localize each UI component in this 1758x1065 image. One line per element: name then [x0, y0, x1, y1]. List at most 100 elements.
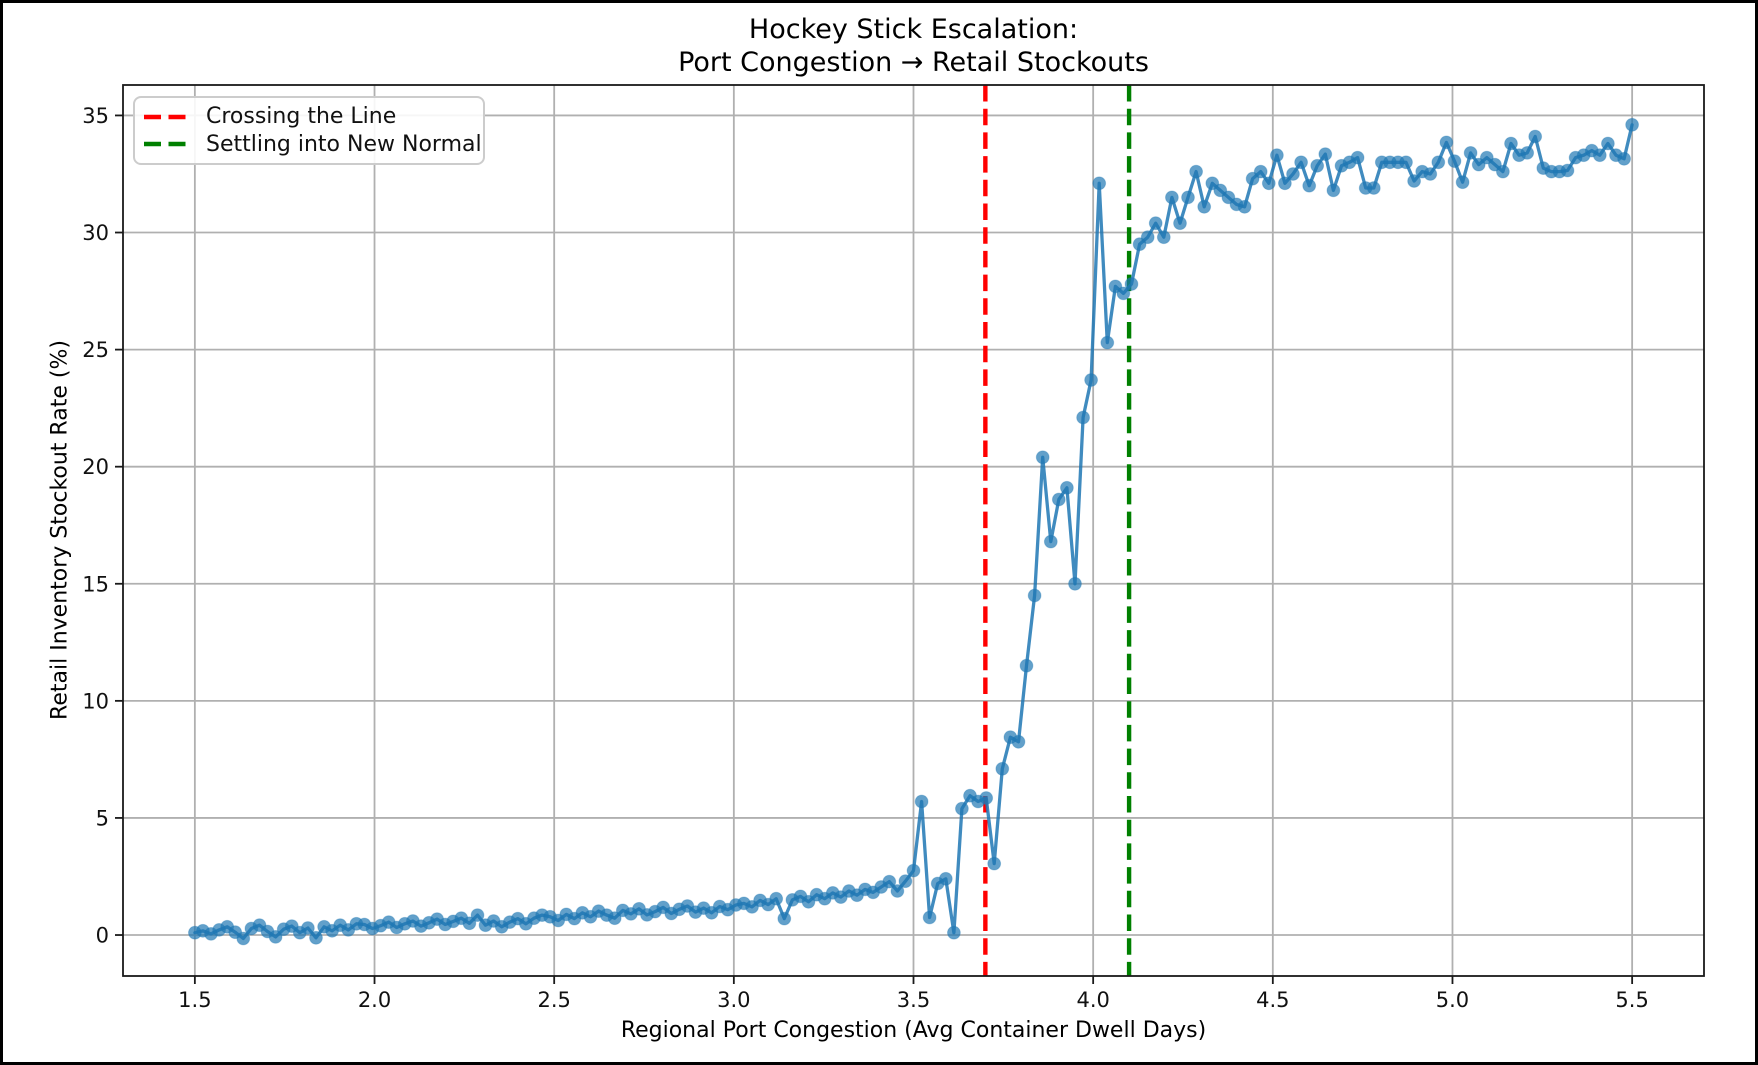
x-tick-label: 4.5: [1256, 988, 1289, 1012]
legend-label-crossing: Crossing the Line: [206, 104, 397, 130]
data-point-marker: [462, 916, 477, 931]
y-tick-label: 0: [96, 924, 109, 948]
data-point-marker: [1043, 534, 1058, 549]
data-point-marker: [1455, 175, 1470, 190]
data-point-marker: [1326, 183, 1341, 198]
data-point-marker: [1156, 230, 1171, 245]
legend-entry-new-normal: Settling into New Normal: [143, 131, 482, 159]
data-point-marker: [890, 884, 905, 898]
red-dashed-line-sample: [144, 114, 190, 119]
data-point-marker: [1528, 129, 1543, 144]
data-point-marker: [1318, 147, 1333, 162]
data-point-marker: [1116, 286, 1131, 301]
data-point-marker: [1496, 164, 1510, 179]
data-point-marker: [906, 863, 921, 878]
data-point-marker: [1431, 155, 1446, 170]
legend-entry-crossing: Crossing the Line: [143, 103, 473, 131]
data-point-marker: [1148, 216, 1163, 231]
data-point-marker: [1439, 135, 1454, 150]
data-point-marker: [922, 910, 937, 925]
data-point-marker: [1294, 155, 1308, 170]
data-point-marker: [1463, 146, 1478, 160]
data-point-marker: [1092, 176, 1107, 191]
y-tick-label: 35: [82, 104, 109, 128]
data-point-marker: [1520, 146, 1535, 160]
data-point-marker: [1124, 277, 1139, 291]
data-point-marker: [1366, 181, 1381, 195]
data-point-marker: [1100, 335, 1115, 350]
x-tick-label: 5.0: [1436, 988, 1469, 1012]
x-axis-label: Regional Port Congestion (Avg Container …: [620, 1018, 1207, 1043]
x-tick-label: 3.0: [717, 988, 750, 1012]
data-point-marker: [1181, 190, 1195, 205]
data-point-marker: [1310, 158, 1325, 173]
chart-title-line1: Hockey Stick Escalation:: [748, 14, 1079, 45]
x-tick-label: 1.5: [178, 988, 211, 1012]
data-point-marker: [1625, 117, 1639, 132]
data-point-marker: [1197, 199, 1212, 214]
data-point-marker: [987, 856, 1002, 871]
data-point-marker: [1035, 450, 1050, 465]
x-tick-label: 4.0: [1076, 988, 1109, 1012]
data-point-marker: [1060, 480, 1074, 495]
data-point-marker: [1165, 190, 1179, 205]
data-point-marker: [1399, 155, 1413, 170]
data-point-marker: [1601, 136, 1615, 151]
data-point-marker: [995, 761, 1010, 776]
data-point-marker: [1423, 167, 1438, 181]
data-point-marker: [1084, 373, 1098, 387]
x-tick-label: 2.5: [537, 988, 570, 1012]
data-point-marker: [1068, 576, 1082, 591]
data-point-marker: [777, 911, 792, 926]
y-tick-label: 20: [82, 455, 109, 479]
data-point-marker: [1027, 588, 1042, 603]
data-point-marker: [1237, 199, 1252, 214]
data-point-marker: [1504, 136, 1518, 151]
data-point-marker: [236, 931, 251, 946]
data-point-marker: [607, 911, 622, 926]
y-tick-label: 25: [82, 338, 109, 362]
y-axis-label: Retail Inventory Stockout Rate (%): [47, 340, 73, 720]
data-point-marker: [979, 791, 994, 805]
data-point-marker: [1447, 154, 1462, 169]
data-point-marker: [1592, 148, 1607, 163]
data-point-marker: [1350, 150, 1365, 165]
data-point-marker: [1189, 164, 1203, 179]
data-point-marker: [309, 930, 323, 945]
data-point-marker: [1173, 216, 1187, 231]
data-point-marker: [1278, 176, 1292, 191]
data-point-marker: [1270, 148, 1284, 163]
data-point-marker: [301, 921, 315, 935]
data-point-marker: [1051, 492, 1066, 507]
data-point-marker: [898, 874, 913, 889]
data-point-marker: [1019, 658, 1034, 673]
data-point-marker: [1286, 167, 1300, 181]
data-point-marker: [1407, 174, 1421, 188]
data-point-marker: [938, 871, 953, 886]
data-point-marker: [882, 874, 897, 889]
chart-title-line2: Port Congestion → Retail Stockouts: [678, 47, 1149, 78]
data-point-marker: [470, 908, 485, 922]
x-tick-label: 3.5: [897, 988, 930, 1012]
green-dashed-line-sample: [144, 142, 190, 147]
data-point-marker: [1076, 410, 1090, 425]
x-tick-label: 2.0: [358, 988, 391, 1012]
data-point-marker: [955, 801, 969, 816]
x-tick-label: 5.5: [1615, 988, 1648, 1012]
chart-title: Hockey Stick Escalation: Port Congestion…: [123, 13, 1704, 79]
y-tick-label: 15: [82, 572, 109, 596]
data-point-marker: [1253, 164, 1268, 179]
y-tick-label: 30: [82, 221, 109, 245]
data-point-marker: [947, 925, 961, 940]
data-point-marker: [914, 794, 929, 809]
data-point-marker: [1261, 176, 1276, 191]
y-tick-label: 10: [82, 689, 109, 713]
data-point-marker: [1560, 163, 1575, 178]
plot-area: 1.5 2.0 2.5 3.0 3.5 4.0 4.5 5.0 5.5 0 5 10 15 20 25 30 3…: [82, 84, 1705, 1012]
data-point-marker: [1302, 178, 1317, 193]
data-point-marker: [769, 891, 784, 906]
data-point-marker: [1617, 151, 1631, 166]
data-point-marker: [1011, 734, 1026, 749]
legend: Crossing the Line Settling into New Norm…: [133, 96, 485, 165]
